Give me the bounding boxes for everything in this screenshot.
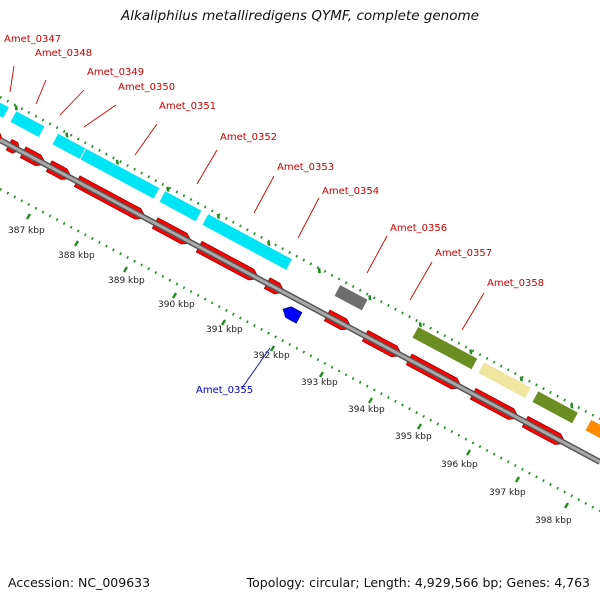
gene-label-leader [83, 104, 117, 128]
gene-label[interactable]: Amet_0349 [87, 67, 144, 78]
gene-label[interactable]: Amet_0357 [435, 248, 492, 259]
gene-label-leader [35, 79, 47, 105]
kbp-tick-label: 391 kbp [206, 325, 243, 335]
cog-block [201, 212, 294, 272]
cog-block [477, 361, 533, 400]
kbp-major-tick [367, 397, 374, 404]
kbp-major-tick [465, 449, 472, 456]
cog-block [531, 390, 580, 425]
map-title: Alkaliphilus metalliredigens QYMF, compl… [121, 8, 479, 24]
gene-label[interactable]: Amet_0348 [35, 48, 92, 59]
outer-major-tick [65, 132, 69, 138]
reverse-cds-arrow [282, 306, 303, 324]
gene-label-leader [366, 235, 388, 274]
outer-major-tick [519, 376, 523, 382]
cog-block [584, 418, 600, 446]
outer-major-tick [570, 403, 574, 409]
kbp-major-tick [563, 502, 570, 509]
outer-major-tick [368, 295, 372, 301]
kbp-tick-label: 389 kbp [108, 276, 145, 286]
gene-label[interactable]: Amet_0351 [159, 101, 216, 112]
kbp-tick-label: 397 kbp [489, 488, 526, 498]
backbone [0, 137, 600, 465]
kbp-major-tick [514, 476, 521, 483]
kbp-tick-label: 390 kbp [158, 300, 195, 310]
gene-label[interactable]: Amet_0353 [277, 162, 334, 173]
gene-label[interactable]: Amet_0354 [322, 186, 379, 197]
cog-block [158, 189, 203, 223]
backbone-light-line [0, 138, 600, 464]
gene-label-leader [59, 89, 85, 116]
kbp-major-tick [122, 266, 129, 273]
genome-summary-text: Topology: circular; Length: 4,929,566 bp… [246, 575, 590, 590]
gene-label[interactable]: Amet_0352 [220, 132, 277, 143]
cog-block [51, 132, 87, 161]
kbp-major-tick [416, 423, 423, 430]
cog-block [333, 283, 369, 312]
cog-block [0, 88, 11, 120]
label-leader-lines [9, 65, 485, 389]
gene-labels: Amet_0347 Amet_0348 Amet_0349 Amet_0350 Amet… [4, 34, 544, 396]
kbp-tick-label: 394 kbp [348, 405, 385, 415]
reverse-cds-track [282, 306, 303, 324]
gene-label-leader [241, 347, 271, 389]
gene-label[interactable]: Amet_0358 [487, 278, 544, 289]
kbp-tick-label: 398 kbp [535, 516, 572, 526]
kbp-major-tick [25, 213, 32, 220]
outer-dotted-line [0, 95, 600, 421]
kbp-major-tick [220, 319, 227, 326]
cog-block [79, 147, 161, 201]
cog-track [0, 88, 600, 446]
gene-label-leader [253, 175, 275, 214]
outer-major-tick [14, 105, 18, 111]
outer-major-tick [418, 322, 422, 328]
kbp-major-tick [269, 345, 276, 352]
kbp-major-tick [318, 371, 325, 378]
outer-tick-track [0, 95, 600, 421]
kbp-tick-label: 387 kbp [8, 226, 45, 236]
outer-major-tick [115, 159, 119, 165]
outer-major-tick [216, 213, 220, 220]
gene-label[interactable]: Amet_0356 [390, 223, 447, 234]
accession-text: Accession: NC_009633 [8, 575, 151, 590]
cog-block [411, 325, 479, 371]
gene-label[interactable]: Amet_0347 [4, 34, 61, 45]
gene-label-leader [9, 65, 15, 93]
gene-label[interactable]: Amet_0355 [196, 385, 253, 396]
inner-dotted-line [0, 187, 600, 513]
kbp-tick-label: 396 kbp [441, 460, 478, 470]
outer-major-tick [469, 349, 473, 355]
gene-label-leader [196, 149, 218, 185]
outer-major-tick [267, 240, 271, 247]
gene-label-leader [297, 197, 320, 239]
cog-block [9, 109, 46, 139]
kbp-major-tick [73, 240, 80, 247]
kbp-major-tick [171, 292, 178, 299]
kbp-tick-label: 395 kbp [395, 432, 432, 442]
gene-label-leader [409, 261, 433, 301]
outer-major-tick [166, 186, 170, 193]
gene-label-leader [461, 292, 485, 331]
kbp-tick-label: 393 kbp [301, 378, 338, 388]
gene-label-leader [134, 123, 158, 156]
gene-label[interactable]: Amet_0350 [118, 82, 175, 93]
kbp-tick-track: 387 kbp 388 kbp 389 kbp 390 kbp 391 kbp 392 k… [0, 187, 600, 526]
kbp-tick-label: 388 kbp [58, 251, 95, 261]
kbp-tick-label: 392 kbp [253, 351, 290, 361]
outer-major-tick [317, 268, 321, 274]
